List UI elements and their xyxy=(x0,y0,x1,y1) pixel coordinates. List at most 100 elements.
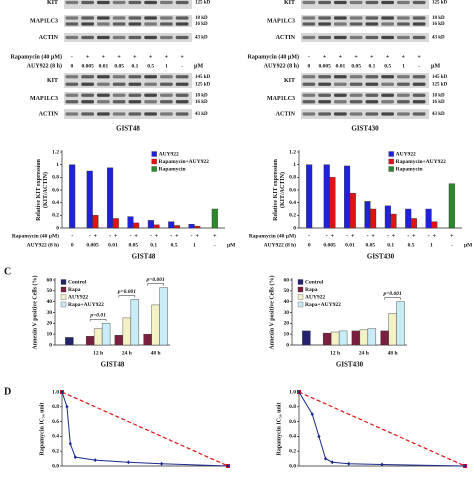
blot-band xyxy=(175,16,189,20)
kd-label: 125 kD xyxy=(432,1,448,6)
blot-band xyxy=(302,93,316,97)
treatment-sign: + xyxy=(86,54,90,60)
bar xyxy=(344,165,351,229)
kd-label: 16 kD xyxy=(195,100,208,105)
kd-label: 145 kD xyxy=(195,75,211,80)
series-line xyxy=(61,391,229,467)
blot-band xyxy=(175,82,189,86)
legend-swatch xyxy=(297,286,304,293)
y-tick-label: 40 xyxy=(284,299,290,305)
treatment-sign: + xyxy=(180,54,184,60)
x-tick-label: 0 xyxy=(308,242,311,248)
bar xyxy=(359,329,369,346)
blot-label: KIT xyxy=(284,78,295,84)
treatment-sign: + xyxy=(392,233,396,239)
y-tick-label: 0.6 xyxy=(52,419,59,425)
unit-label: µM xyxy=(431,63,440,69)
treatment-sign: + xyxy=(402,54,406,60)
bar xyxy=(384,205,391,229)
point xyxy=(226,464,230,468)
row-label: Rapamycin (40 µM) xyxy=(248,53,299,60)
blot-band xyxy=(65,22,79,26)
annotation: p=0.01 xyxy=(89,313,106,319)
legend-swatch xyxy=(297,301,304,308)
blot-band xyxy=(65,112,79,116)
kd-label: 16 kD xyxy=(432,22,445,27)
y-tick-label: 0.2 xyxy=(52,448,59,454)
blot-band xyxy=(365,0,379,5)
kd-label: 125 kD xyxy=(432,82,448,87)
y-tick-label: 0.0 xyxy=(52,463,59,469)
blot-band xyxy=(81,35,94,40)
y-axis-title: Relative KIT expression xyxy=(273,158,279,220)
kd-label: 43 kD xyxy=(195,36,208,41)
blot-strip xyxy=(64,109,192,119)
bar xyxy=(86,170,93,229)
blot-band xyxy=(144,16,157,20)
treatment-sign: - xyxy=(428,233,430,239)
y-tick-label: 0.4 xyxy=(289,434,296,440)
kd-label: 18 kD xyxy=(195,16,208,21)
treatment-sign: - xyxy=(387,233,389,239)
significance-bracket xyxy=(384,297,401,300)
legend-label: Rapamycin xyxy=(396,166,423,172)
bar xyxy=(159,287,168,346)
blot-band xyxy=(302,16,316,20)
bar xyxy=(388,313,397,346)
blot-band xyxy=(318,82,331,86)
point xyxy=(73,455,77,460)
kd-label: 43 kD xyxy=(195,112,208,117)
blot-band xyxy=(318,0,331,5)
bar xyxy=(69,164,76,229)
blot-band xyxy=(302,82,316,86)
bar xyxy=(168,221,175,229)
blot-band xyxy=(349,0,363,5)
blot-band xyxy=(349,16,363,20)
annotation: p=0.001 xyxy=(382,291,402,297)
blot-band xyxy=(381,0,394,5)
point xyxy=(323,456,328,461)
annotation: p=0.001 xyxy=(117,289,137,295)
y-tick-label: 10 xyxy=(284,331,290,337)
bar xyxy=(194,225,201,229)
treatment-sign: + xyxy=(165,54,169,60)
blot-band xyxy=(412,82,426,86)
treatment-sign: + xyxy=(351,233,355,239)
point xyxy=(317,434,321,439)
legend-label: Rapa+AUY922 xyxy=(305,302,341,308)
y-tick-label: 0.8 xyxy=(289,175,296,181)
x-tick-label: 48 h xyxy=(151,350,161,356)
y-tick-label: 0.4 xyxy=(52,200,59,206)
legend-label: Rapamycin+AUY922 xyxy=(396,159,446,165)
bar xyxy=(130,299,140,346)
treatment-sign: + xyxy=(412,233,416,239)
point xyxy=(65,404,69,409)
unit-label: µM xyxy=(464,242,473,248)
blot-strip xyxy=(301,109,429,119)
blot-band xyxy=(175,0,189,5)
blot-band xyxy=(65,75,79,79)
x-tick-label: 12 h xyxy=(93,350,103,356)
blot-strip xyxy=(301,0,429,9)
blot-band xyxy=(334,0,347,5)
y-axis-title: Relative KIT expression xyxy=(36,158,42,220)
legend-swatch xyxy=(297,294,304,300)
blot-band xyxy=(412,22,426,26)
bar xyxy=(114,335,124,346)
bar xyxy=(349,192,356,229)
legend-swatch xyxy=(151,166,157,172)
y-tick-label: 0.6 xyxy=(289,419,296,425)
blot-band xyxy=(302,100,316,104)
kd-label: 16 kD xyxy=(432,100,445,105)
significance-bracket xyxy=(118,295,136,298)
row-label: Rapamycin (40 µM) xyxy=(12,232,59,239)
blot-band xyxy=(128,16,142,20)
y-tick-label: 0.8 xyxy=(52,404,59,410)
blot-band xyxy=(334,112,347,116)
unit-label: µM xyxy=(194,63,203,69)
blot-band xyxy=(381,93,394,97)
blot-band xyxy=(112,82,126,86)
blot-band xyxy=(381,112,394,116)
bar xyxy=(93,328,103,346)
unit-label: µM xyxy=(227,242,236,248)
